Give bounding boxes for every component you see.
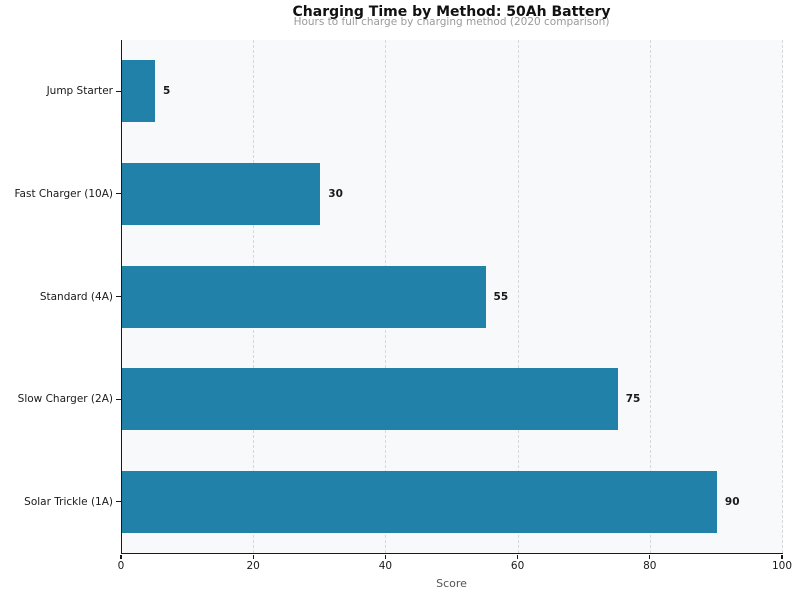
y-tick-mark	[116, 295, 121, 298]
bar-slow-charger-2a	[122, 368, 618, 431]
x-tick-mark	[781, 554, 783, 559]
bar-solar-trickle-1a	[122, 470, 717, 533]
x-tick-mark	[252, 554, 254, 559]
y-tick-mark	[116, 193, 121, 195]
x-axis-title: Score	[436, 577, 467, 590]
y-tick-mark	[116, 398, 121, 400]
x-tick-label: 80	[643, 560, 657, 572]
x-tick-label: 0	[117, 560, 125, 572]
y-tick-mark	[116, 90, 121, 92]
bar-value-label: 75	[625, 393, 641, 406]
y-axis-category-label: Slow Charger (2A)	[17, 393, 113, 406]
gridline	[517, 40, 519, 553]
y-axis-category-label: Standard (4A)	[39, 290, 113, 303]
x-tick-label: 40	[378, 560, 393, 572]
x-tick-label: 100	[771, 560, 793, 572]
bar-standard-4a	[122, 265, 486, 328]
y-tick-mark	[116, 501, 121, 503]
gridline	[782, 40, 783, 553]
x-tick-mark	[517, 554, 519, 559]
bar-value-label: 55	[493, 290, 509, 303]
bar-fast-charger-10a	[122, 162, 321, 225]
plot-area: 5 30 55 75 90	[121, 40, 783, 554]
y-axis-category-label: Jump Starter	[46, 85, 113, 98]
gridline	[649, 40, 651, 553]
chart-title: Charging Time by Method: 50Ah Battery	[292, 4, 611, 20]
bar-value-label: 90	[724, 495, 740, 508]
x-tick-mark	[120, 554, 122, 559]
x-tick-mark	[649, 554, 651, 559]
x-tick-label: 60	[510, 560, 525, 572]
x-tick-label: 20	[246, 560, 260, 572]
chart-subtitle: Hours to full charge by charging method …	[293, 16, 610, 28]
y-axis-category-label: Fast Charger (10A)	[14, 187, 113, 200]
bar-value-label: 30	[328, 187, 343, 200]
bar-jump-starter	[122, 60, 156, 123]
x-tick-mark	[384, 554, 386, 559]
y-axis-category-label: Solar Trickle (1A)	[24, 495, 113, 508]
bar-value-label: 5	[163, 85, 171, 98]
